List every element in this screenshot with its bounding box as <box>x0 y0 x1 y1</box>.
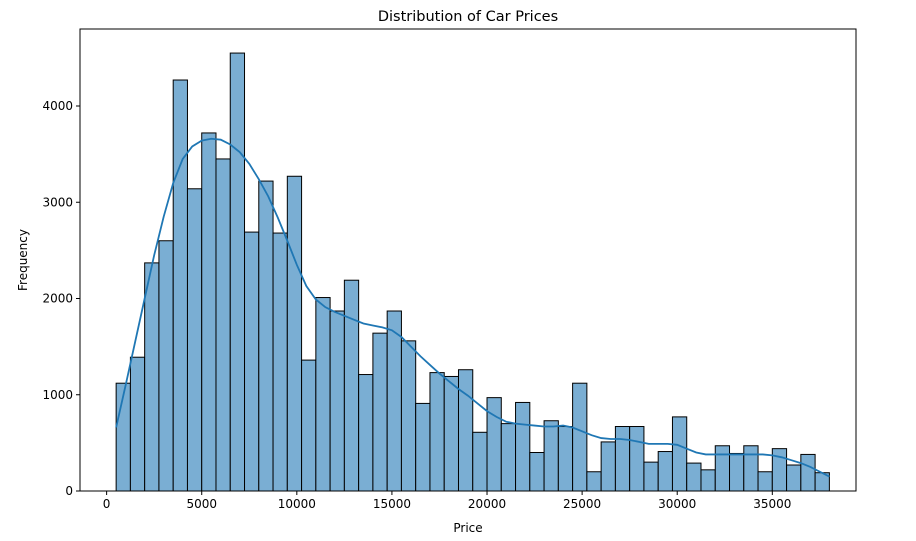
histogram-bar <box>215 158 231 492</box>
histogram-bar <box>500 423 517 492</box>
histogram-bars <box>115 52 830 492</box>
x-tick-label: 5000 <box>186 497 217 511</box>
histogram-bar <box>386 310 402 492</box>
x-tick-label: 10000 <box>278 497 316 511</box>
x-axis-label: Price <box>453 521 482 535</box>
histogram-bar <box>557 426 574 492</box>
y-tick-label: 0 <box>65 484 73 498</box>
x-tick-label: 35000 <box>753 497 791 511</box>
histogram-bar <box>372 332 388 492</box>
histogram-bar <box>657 451 673 492</box>
chart-title: Distribution of Car Prices <box>378 9 558 25</box>
x-tick-label: 0 <box>103 497 111 511</box>
y-tick-label: 2000 <box>42 292 73 306</box>
histogram-bar <box>614 426 631 492</box>
x-axis-ticks: 0 5000 10000 15000 20000 25000 30000 35000 <box>103 491 791 511</box>
histogram-bar <box>286 175 303 492</box>
y-tick-label: 3000 <box>42 195 73 209</box>
histogram-bar <box>443 375 459 492</box>
histogram-bar <box>800 453 816 492</box>
histogram-bar <box>272 232 288 492</box>
histogram-bar <box>301 359 317 492</box>
histogram-bar <box>258 180 274 492</box>
histogram-bar <box>201 132 217 492</box>
histogram-bar <box>315 297 331 492</box>
histogram-bar <box>543 420 559 492</box>
histogram-bar <box>743 445 759 492</box>
x-tick-label: 30000 <box>658 497 696 511</box>
histogram-bar <box>415 402 431 492</box>
histogram-bar <box>671 416 688 492</box>
histogram-bar <box>457 369 474 492</box>
histogram-bar <box>786 464 802 492</box>
y-tick-label: 1000 <box>42 388 73 402</box>
histogram-bar <box>472 431 488 492</box>
histogram-bar <box>358 374 374 492</box>
histogram-bar <box>629 426 645 492</box>
histogram-bar <box>229 52 246 492</box>
histogram-bar <box>529 452 545 492</box>
histogram-bar <box>400 340 417 492</box>
histogram-bar <box>343 279 360 492</box>
x-tick-label: 20000 <box>468 497 506 511</box>
histogram-bar <box>244 231 260 492</box>
histogram-bar <box>329 310 345 492</box>
histogram-bar <box>572 382 588 492</box>
x-tick-label: 15000 <box>373 497 411 511</box>
histogram-bar <box>586 471 602 492</box>
x-tick-label: 25000 <box>563 497 601 511</box>
plot-frame <box>79 28 857 492</box>
histogram-bar <box>186 188 203 492</box>
histogram-bar <box>714 445 731 492</box>
histogram-bar <box>686 462 702 492</box>
histogram-bar <box>600 441 616 492</box>
y-axis-ticks: 0 1000 2000 3000 4000 <box>42 99 80 498</box>
histogram-bar <box>158 240 174 492</box>
histogram-bar <box>144 262 160 492</box>
histogram-bar <box>429 372 445 492</box>
histogram-bar <box>729 452 745 492</box>
y-axis-label: Frequency <box>16 229 30 291</box>
histogram-bar <box>643 461 659 492</box>
histogram-bar <box>700 469 716 492</box>
kde-curve <box>115 137 830 478</box>
histogram-bar <box>129 356 146 492</box>
y-tick-label: 4000 <box>42 99 73 113</box>
histogram-bar <box>515 401 531 492</box>
histogram-bar <box>757 471 773 492</box>
histogram-bar <box>172 79 188 492</box>
